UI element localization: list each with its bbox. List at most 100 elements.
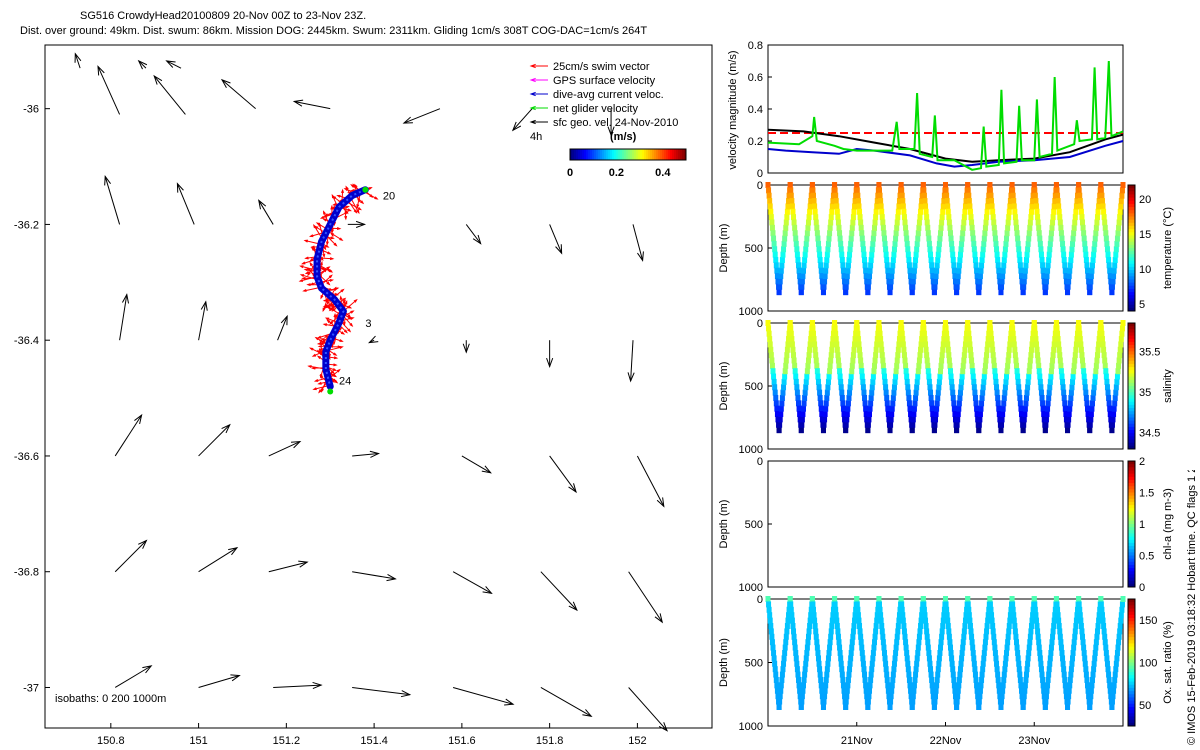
salinity-profile-point [935,394,941,401]
salinity-profile-point [810,330,816,337]
map-colorbar-cell [634,149,637,160]
oxygen-profile-point [963,612,969,619]
swim-vector-head [333,242,338,247]
temperature-profile-point [1007,198,1013,205]
temperature-profile-point [1092,235,1098,242]
chla-colorbar-cell [1128,564,1135,569]
chla-colorbar-frame [1127,460,1136,588]
oxygen-profile-point [774,682,780,689]
geo-vector-31-shaft [114,540,147,573]
oxygen-profile-point [1005,633,1011,640]
temperature-colorbar-cell [1128,248,1135,252]
oxygen-profile-point [901,628,907,635]
temperature-profile-point [818,262,824,269]
map-colorbar-cell [684,149,687,160]
salinity-profile-point [765,320,771,326]
oxygen-profile-point [843,703,849,710]
oxygen-profile-point [847,660,853,667]
oxygen-profile-point [861,666,867,673]
oxygen-profile-point [865,703,871,710]
temperature-profile-point [963,198,969,205]
salinity-profile-point [873,352,879,359]
oxygen-profile-point [1092,655,1098,662]
salinity-profile-point [777,416,783,423]
oxygen-profile-point [909,703,915,710]
temperature-profile-point [885,267,891,274]
temperature-profile-point [817,256,823,263]
salinity-profile-point [990,352,996,359]
legend-marker-1-head [529,77,536,83]
temperature-profile-point [844,278,850,285]
geo-vector-15 [549,224,563,255]
temperature-profile-point [999,283,1005,290]
oxygen-profile-point [954,698,960,705]
geo-vector-44-shaft [628,687,668,732]
swim-vector-head [356,209,360,215]
salinity-profile-point [905,384,911,391]
salinity-profile-point [879,352,885,359]
oxygen-profile-point [815,649,821,656]
map-colorbar-cell [680,149,683,160]
salinity-profile-point [888,421,894,428]
oxygen-colorbar-cell [1128,687,1135,692]
temperature-profile-point [846,256,852,263]
salinity-profile-point [1010,325,1016,332]
temperature-profile-point [935,251,941,258]
oxygen-profile-point [1014,639,1019,646]
swim-vector-head [299,265,304,269]
temperature-profile-point [818,267,824,274]
oxygen-profile-point [859,649,865,656]
salinity-profile-point [1037,378,1043,385]
temperature-colorbar-cell [1128,197,1135,202]
oxygen-profile-point [919,612,925,619]
temperature-profile-point [789,203,795,210]
temperature-profile-point [1036,224,1042,231]
geo-vector-29-shaft [549,455,577,493]
oxygen-profile-point [773,676,779,683]
salinity-profile-point [865,421,871,428]
temperature-profile-point [815,240,821,247]
geo-vector-32 [198,546,239,573]
swim-vector-head [333,352,338,356]
temperature-profile-point [777,283,783,290]
swim-vector-head [344,211,349,215]
oxygen-profile-point [1026,649,1032,656]
oxygen-profile-point [1084,676,1090,683]
oxygen-profile-point [1083,666,1089,673]
chla-colorbar-cell [1128,555,1135,560]
temperature-profile-point [945,208,951,215]
chla-colorbar-cell [1128,558,1135,563]
salinity-profile-point [769,362,775,369]
temperature-profile-point [1102,224,1108,231]
salinity-profile-point [911,405,917,412]
temperature-colorbar-cell [1128,219,1135,224]
temperature-profile-point [915,235,921,242]
oxygen-profile-point [985,617,991,624]
salinity-profile-point [987,320,993,326]
oxygen-profile-point [857,622,863,629]
temperature-profile-point [823,267,829,274]
oxygen-colorbar-cell [1128,697,1135,702]
swim-vector-head [313,246,317,251]
chla-colorbar-cell [1128,495,1135,500]
oxygen-profile-point [908,687,914,694]
oxygen-profile-point [835,633,841,640]
oxygen-profile-point [1048,649,1054,656]
salinity-profile-point [992,373,998,380]
oxygen-profile-point [855,612,861,619]
salinity-profile-point [896,336,902,343]
swim-vector-head [334,379,339,384]
salinity-profile-point [1022,405,1028,412]
salinity-profile-point [834,346,840,353]
temperature-profile-point [992,235,998,242]
salinity-profile-point [1048,373,1054,380]
swim-vector-head [320,338,325,341]
legend-label-0: 25cm/s swim vector [553,61,650,73]
swim-vector-head [330,204,334,210]
temperature-colorbar-cell [1128,304,1135,309]
temperature-profile-point [903,230,909,237]
oxygen-profile-point [791,628,797,635]
salinity-profile-point [921,325,927,332]
temperature-profile-point [768,208,774,215]
temperature-profile-point [943,187,949,194]
